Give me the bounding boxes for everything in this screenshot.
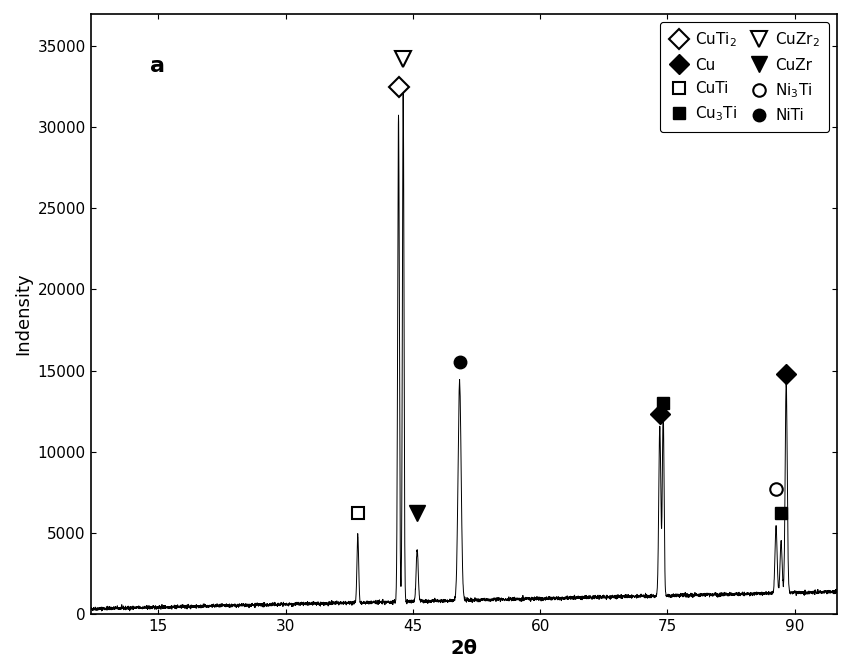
Text: a: a — [151, 56, 165, 76]
Legend: CuTi$_2$, Cu, CuTi, Cu$_3$Ti, CuZr$_2$, CuZr, Ni$_3$Ti, NiTi: CuTi$_2$, Cu, CuTi, Cu$_3$Ti, CuZr$_2$, … — [660, 22, 830, 132]
X-axis label: 2θ: 2θ — [450, 639, 477, 658]
Y-axis label: Indensity: Indensity — [14, 272, 31, 355]
